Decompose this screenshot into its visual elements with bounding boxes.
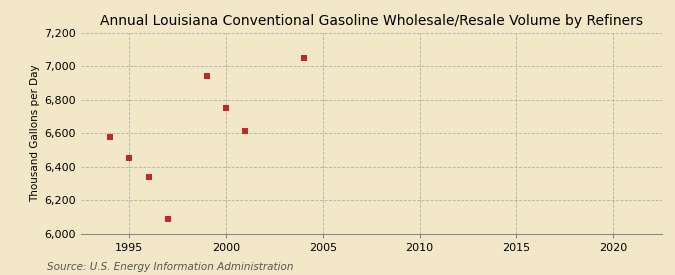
Point bbox=[240, 129, 251, 133]
Point bbox=[163, 216, 173, 221]
Point bbox=[298, 56, 309, 60]
Text: Source: U.S. Energy Information Administration: Source: U.S. Energy Information Administ… bbox=[47, 262, 294, 272]
Point bbox=[105, 134, 115, 139]
Title: Annual Louisiana Conventional Gasoline Wholesale/Resale Volume by Refiners: Annual Louisiana Conventional Gasoline W… bbox=[100, 14, 643, 28]
Y-axis label: Thousand Gallons per Day: Thousand Gallons per Day bbox=[30, 65, 40, 202]
Point bbox=[143, 175, 154, 179]
Point bbox=[221, 106, 232, 111]
Point bbox=[124, 156, 135, 161]
Point bbox=[201, 74, 212, 79]
